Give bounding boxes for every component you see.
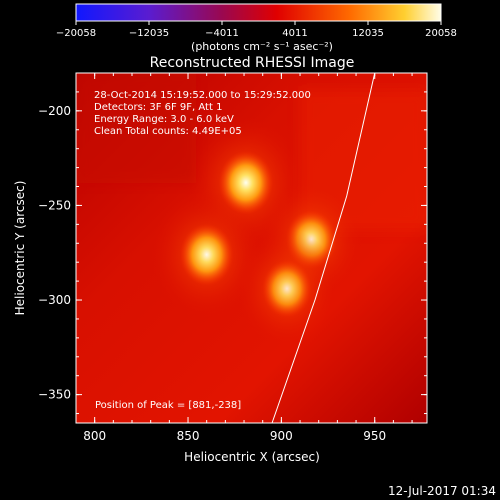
colorbar-tick-label: 20058 xyxy=(425,28,457,39)
x-axis-label: Heliocentric X (arcsec) xyxy=(184,450,320,464)
x-tick-label: 950 xyxy=(363,429,386,443)
plot-frame xyxy=(75,72,428,424)
colorbar xyxy=(75,3,442,22)
info-time-range: 28-Oct-2014 15:19:52.000 to 15:29:52.000 xyxy=(94,90,311,101)
colorbar-tick-label: −4011 xyxy=(205,28,239,39)
x-tick-label: 850 xyxy=(177,429,200,443)
info-energy-range: Energy Range: 3.0 - 6.0 keV xyxy=(94,114,234,125)
x-tick-label: 800 xyxy=(83,429,106,443)
colorbar-ticks: −20058 −12035 −4011 4011 12035 20058 xyxy=(56,21,457,39)
y-tick-label: −350 xyxy=(38,388,71,402)
y-tick-label: −200 xyxy=(38,104,71,118)
colorbar-tick-label: 12035 xyxy=(352,28,384,39)
info-detectors: Detectors: 3F 6F 9F, Att 1 xyxy=(94,102,222,113)
y-axis-ticks: −200 −250 −300 −350 xyxy=(38,72,427,415)
timestamp: 12-Jul-2017 01:34 xyxy=(388,484,496,498)
x-axis-ticks: 800 850 900 950 xyxy=(83,73,413,443)
heatmap-image xyxy=(76,73,427,423)
colorbar-tick-label: −12035 xyxy=(129,28,169,39)
x-tick-label: 900 xyxy=(270,429,293,443)
peak-position-label: Position of Peak = [881,-238] xyxy=(95,400,241,411)
chart-title: Reconstructed RHESSI Image xyxy=(150,55,355,71)
colorbar-units: (photons cm⁻² s⁻¹ asec⁻²) xyxy=(191,40,333,53)
y-axis-label: Heliocentric Y (arcsec) xyxy=(13,181,27,316)
colorbar-tick-label: −20058 xyxy=(56,28,96,39)
solar-limb-line xyxy=(271,73,376,423)
y-tick-label: −250 xyxy=(38,198,71,212)
source-blob xyxy=(180,223,234,286)
info-clean-counts: Clean Total counts: 4.49E+05 xyxy=(94,126,242,137)
source-blob xyxy=(262,260,312,318)
colorbar-tick-label: 4011 xyxy=(282,28,307,39)
y-tick-label: −300 xyxy=(38,293,71,307)
